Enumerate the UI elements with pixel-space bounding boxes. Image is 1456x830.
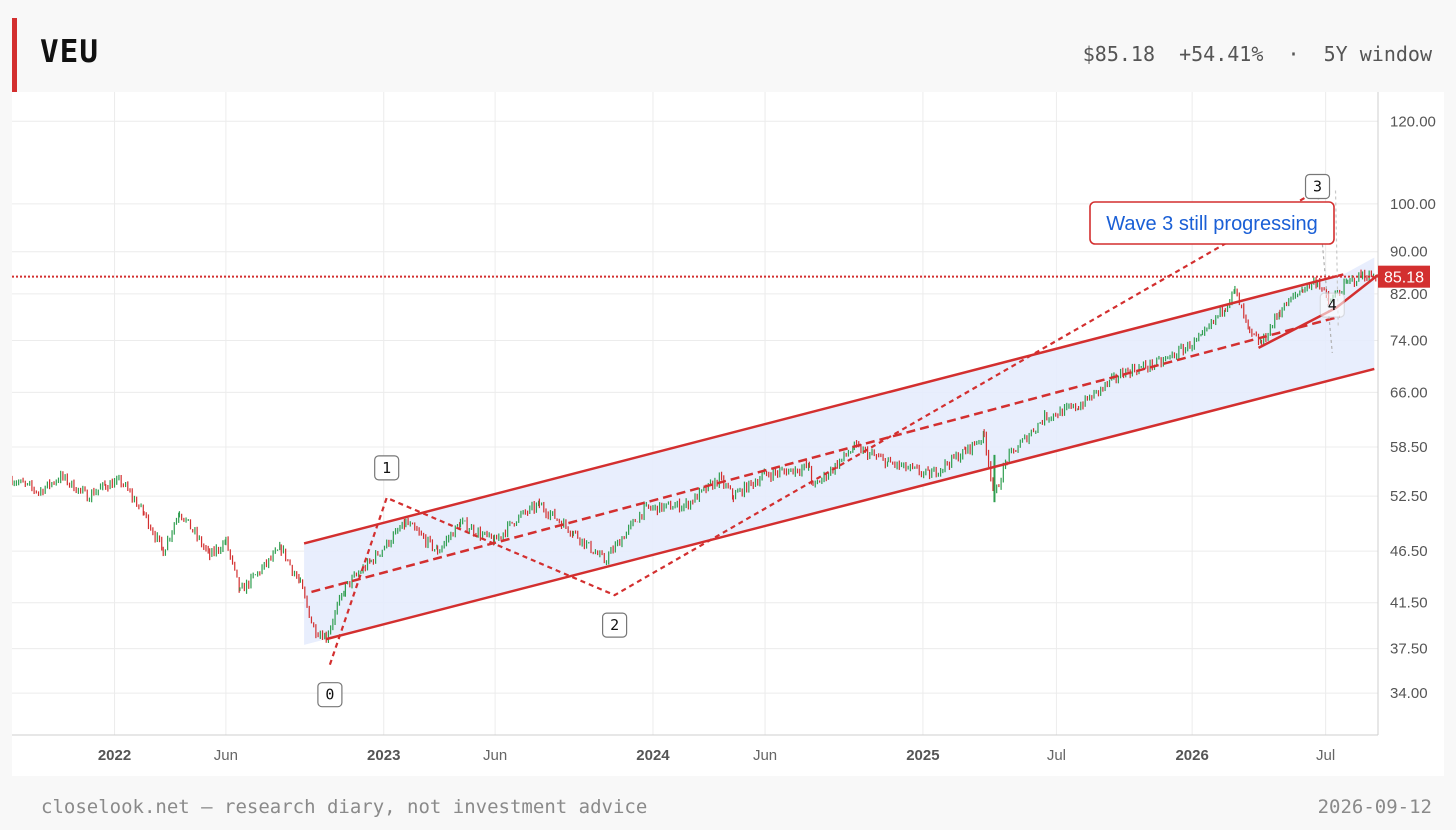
y-tick-label: 34.00 xyxy=(1390,685,1428,702)
x-tick-label: Jun xyxy=(753,747,777,764)
wave-label-0: 0 xyxy=(325,686,334,704)
wave-label-box xyxy=(317,682,343,708)
x-tick-label: 2025 xyxy=(906,747,939,764)
wave-path xyxy=(328,189,1319,666)
wave-label-2: 2 xyxy=(610,616,619,634)
wave-label-box xyxy=(1304,173,1331,200)
x-tick-label: Jul xyxy=(1316,747,1335,764)
window-label: 5Y window xyxy=(1323,42,1432,66)
last-price-tag xyxy=(1378,265,1430,288)
footer-date: 2026-09-12 xyxy=(1317,796,1432,818)
y-tick-label: 37.50 xyxy=(1390,641,1428,658)
y-tick-label: 90.00 xyxy=(1390,244,1428,261)
header-stats: $85.18 +54.41% · 5Y window xyxy=(1083,42,1432,66)
wave-label-box xyxy=(374,455,400,481)
channel-lower-line xyxy=(325,367,1375,641)
price-value: $85.18 xyxy=(1082,42,1155,66)
chart-header: VEU $85.18 +54.41% · 5Y window xyxy=(0,0,1456,92)
price-chart[interactable]: 0 1 2 3 4 Wave 3 still progressing 120.00 100.0… xyxy=(12,92,1444,776)
y-tick-label: 100.00 xyxy=(1390,196,1436,213)
y-tick-label: 120.00 xyxy=(1390,113,1436,130)
y-tick-label: 46.50 xyxy=(1390,543,1428,560)
channel-mid-line xyxy=(311,315,1340,594)
y-tick-label: 58.50 xyxy=(1390,439,1428,456)
ticker-symbol: VEU xyxy=(40,34,99,70)
y-tick-label: 82.00 xyxy=(1390,286,1428,303)
accent-bar xyxy=(12,18,17,92)
x-tick-label: Jun xyxy=(214,747,238,764)
separator-dot: · xyxy=(1287,42,1300,66)
annotation-box xyxy=(1089,201,1335,245)
wave-label-box xyxy=(1319,292,1345,318)
y-tick-label: 66.00 xyxy=(1390,384,1428,401)
x-tick-label: 2022 xyxy=(98,747,131,764)
x-tick-label: 2023 xyxy=(367,747,400,764)
wave-label-box xyxy=(602,612,628,638)
wave-label-1: 1 xyxy=(382,459,391,477)
chart-panel[interactable]: 0 1 2 3 4 Wave 3 still progressing 120.00 100.0… xyxy=(12,92,1444,776)
x-tick-label: 2024 xyxy=(636,747,670,764)
y-tick-label: 41.50 xyxy=(1390,595,1428,612)
y-tick-label: 52.50 xyxy=(1390,488,1428,505)
last-price-tag-label: 85.18 xyxy=(1384,270,1424,287)
x-tick-label: 2026 xyxy=(1175,747,1208,764)
channel-upper-line xyxy=(303,273,1344,545)
y-tick-label: 74.00 xyxy=(1390,332,1428,349)
x-tick-label: Jun xyxy=(483,747,507,764)
change-value: +54.41% xyxy=(1179,42,1264,66)
footer-site: closelook.net — research diary, not inve… xyxy=(41,796,648,818)
x-tick-label: Jul xyxy=(1047,747,1066,764)
wave-label-3: 3 xyxy=(1313,178,1322,196)
annotation-text: Wave 3 still progressing xyxy=(1106,213,1318,235)
wave-label-4: 4 xyxy=(1328,296,1337,314)
